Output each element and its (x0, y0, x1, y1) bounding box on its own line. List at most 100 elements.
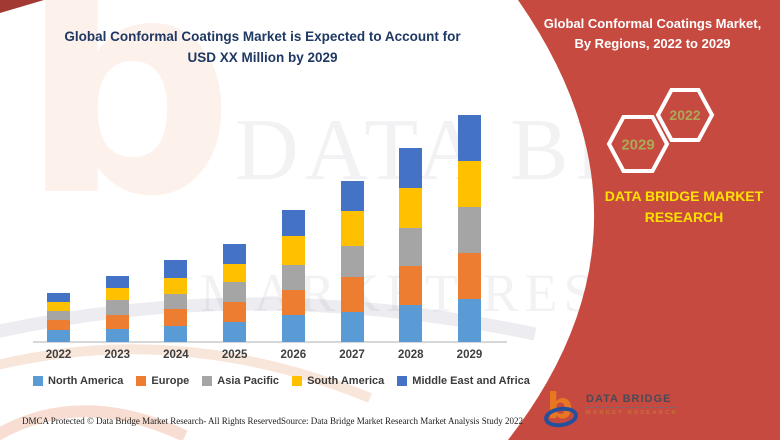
logo-swoosh-ellipse (544, 406, 578, 428)
legend-label-south-america: South America (307, 375, 385, 387)
watermark-b-logo: b (20, 0, 235, 262)
x-axis-label-2023: 2023 (104, 349, 130, 361)
x-axis-label-2024: 2024 (163, 349, 189, 361)
segment-north-america (281, 314, 305, 342)
hexagon-2029-label: 2029 (621, 137, 654, 154)
hexagon-2029 (606, 115, 670, 173)
segment-north-america (340, 312, 364, 342)
legend-item-middle-east-africa: Middle East and Africa (397, 375, 530, 387)
stacked-bar-2027 (340, 180, 364, 342)
segment-asia-pacific (281, 264, 305, 290)
segment-south-america (340, 211, 364, 246)
segment-middle-east-and-africa (47, 292, 70, 302)
hexagon-badges: 2022 2029 (606, 88, 715, 173)
brand-name-text: DATA BRIDGE MARKET RESEARCH (589, 186, 779, 228)
corner-accent-triangle (0, 0, 44, 13)
legend-item-europe: Europe (136, 375, 189, 387)
segment-south-america (47, 301, 70, 311)
legend-swatch-south-america (292, 376, 303, 386)
legend-swatch-north-america (33, 376, 43, 386)
segment-europe (164, 309, 188, 326)
segment-middle-east-and-africa (223, 243, 247, 264)
x-axis-label-2027: 2027 (339, 349, 365, 361)
dbmr-logo: b DATA BRIDGE MARKET RESEARCH (544, 384, 678, 430)
x-axis-label-2022: 2022 (45, 349, 72, 361)
segment-europe (399, 266, 423, 305)
legend-item-south-america: South America (292, 375, 384, 387)
logo-subtitle: MARKET RESEARCH (586, 410, 678, 416)
segment-north-america (164, 325, 188, 342)
segment-europe (340, 277, 364, 312)
footer-source: Source: Data Bridge Market Research Mark… (281, 416, 523, 426)
x-axis-label-2025: 2025 (221, 349, 248, 361)
segment-middle-east-and-africa (281, 210, 305, 236)
segment-south-america (457, 161, 481, 207)
segment-asia-pacific (47, 310, 70, 320)
stacked-bar-2029 (457, 115, 481, 342)
segment-south-america (399, 187, 423, 228)
segment-asia-pacific (457, 206, 481, 253)
segment-middle-east-and-africa (164, 260, 188, 278)
segment-middle-east-and-africa (105, 276, 129, 288)
hexagon-2022-label: 2022 (669, 107, 700, 123)
stacked-bar-2022 (47, 292, 70, 342)
segment-asia-pacific (340, 246, 364, 277)
panel-title-line1: Global Conformal Coatings Market, (543, 16, 762, 31)
segment-south-america (281, 235, 305, 265)
segment-north-america (105, 328, 129, 342)
brand-name-line2: RESEARCH (644, 209, 724, 225)
logo-name: DATA BRIDGE (586, 393, 678, 408)
x-axis-label-2026: 2026 (280, 349, 307, 361)
segment-north-america (223, 322, 247, 342)
brand-name-line1: DATA BRIDGE MARKET (604, 188, 764, 204)
segment-north-america (47, 330, 70, 342)
legend-swatch-asia-pacific (202, 376, 213, 386)
legend-item-asia-pacific: Asia Pacific (202, 375, 279, 387)
stacked-bar-2028 (399, 147, 423, 342)
chart-title-line1: Global Conformal Coatings Market is Expe… (64, 29, 461, 44)
legend-swatch-middle-east-africa (397, 376, 408, 386)
segment-asia-pacific (164, 294, 188, 309)
segment-middle-east-and-africa (340, 180, 364, 211)
panel-title-line2: By Regions, 2022 to 2029 (574, 36, 731, 51)
x-axis-label-2029: 2029 (456, 349, 483, 361)
segment-middle-east-and-africa (457, 115, 481, 161)
segment-asia-pacific (105, 300, 129, 315)
segment-asia-pacific (399, 227, 423, 266)
legend-label-middle-east-africa: Middle East and Africa (412, 375, 530, 387)
segment-europe (105, 315, 129, 329)
segment-south-america (105, 287, 129, 300)
legend-item-north-america: North America (33, 375, 123, 387)
segment-north-america (399, 304, 423, 342)
chart-title: Global Conformal Coatings Market is Expe… (30, 26, 495, 68)
segment-south-america (164, 277, 188, 294)
segment-asia-pacific (223, 282, 247, 302)
dbmr-logo-mark: b (544, 386, 578, 428)
stacked-bar-2026 (281, 210, 305, 342)
segment-europe (457, 252, 481, 299)
x-axis-label-2028: 2028 (397, 349, 424, 361)
stacked-bar-2024 (164, 260, 188, 342)
legend-label-europe: Europe (151, 375, 190, 387)
footer-copyright: DMCA Protected © Data Bridge Market Rese… (22, 416, 284, 426)
x-axis-line (33, 341, 507, 343)
legend: North America Europe Asia Pacific South … (33, 375, 530, 387)
logo-text: DATA BRIDGE MARKET RESEARCH (586, 384, 678, 416)
stacked-bar-2025 (223, 243, 247, 342)
panel-title: Global Conformal Coatings Market, By Reg… (530, 14, 775, 54)
segment-europe (47, 319, 70, 330)
logo-letter-b: b (547, 386, 573, 427)
hexagon-2022 (655, 88, 715, 142)
stacked-bar-2023 (105, 276, 129, 342)
segment-middle-east-and-africa (399, 147, 423, 188)
segment-europe (223, 302, 247, 322)
legend-label-north-america: North America (48, 375, 124, 387)
segment-europe (281, 289, 305, 315)
legend-label-asia-pacific: Asia Pacific (217, 375, 280, 387)
segment-north-america (457, 298, 481, 342)
segment-south-america (223, 263, 247, 282)
chart-title-line2: USD XX Million by 2029 (187, 50, 338, 65)
